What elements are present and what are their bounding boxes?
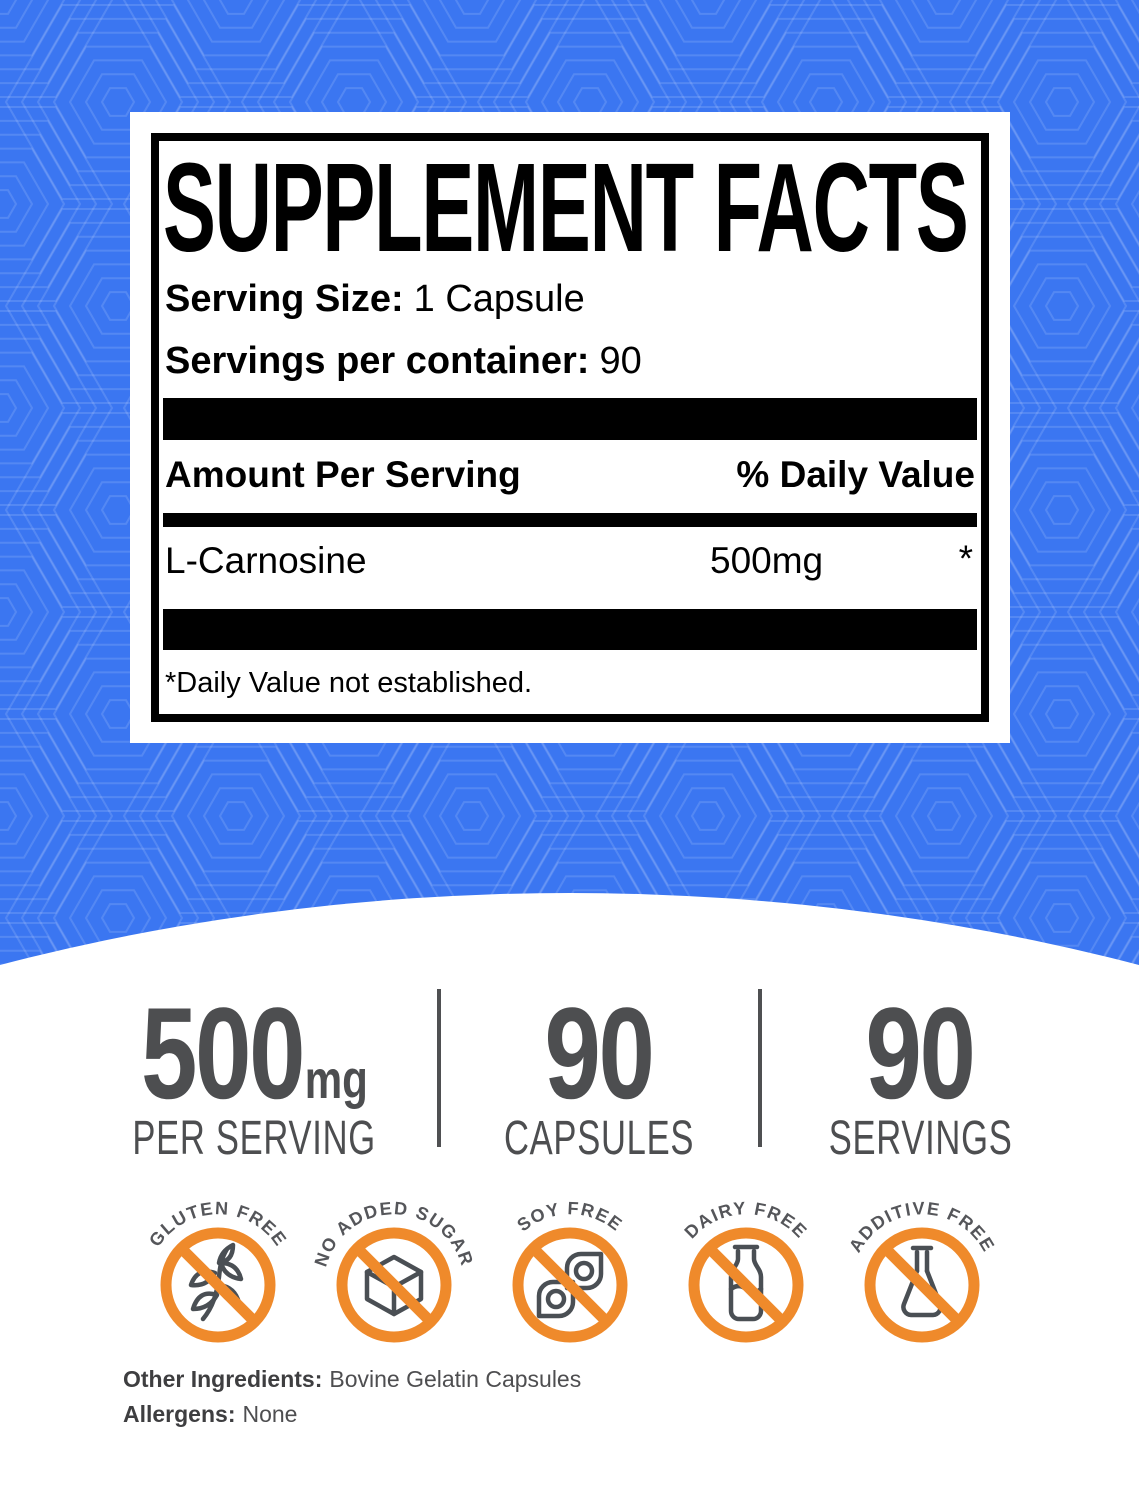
allergens-label: Allergens: xyxy=(123,1401,236,1427)
panel-title: SUPPLEMENT FACTS xyxy=(163,137,969,278)
table-header-row: Amount Per Serving % Daily Value xyxy=(165,456,975,493)
stat-servings: 90 SERVINGS xyxy=(762,985,1139,1165)
thick-divider-bar-top xyxy=(163,398,977,440)
serving-size-line: Serving Size: 1 Capsule xyxy=(165,280,975,318)
ingredient-daily-value: * xyxy=(958,538,973,579)
stat-label: CAPSULES xyxy=(504,1112,695,1165)
stat-value: 90 xyxy=(865,980,976,1126)
stat-per-serving-number: 500 mg xyxy=(141,988,368,1118)
soy-free-badge: SOY FREE xyxy=(512,1198,627,1343)
stat-unit: mg xyxy=(304,1050,368,1110)
no-added-sugar-badge: NO ADDED SUGAR xyxy=(310,1198,475,1343)
panel-content: SUPPLEMENT FACTS Serving Size: 1 Capsule … xyxy=(163,137,977,714)
allergens-value: None xyxy=(242,1401,298,1427)
serving-size-value: 1 Capsule xyxy=(413,278,585,320)
stat-divider xyxy=(437,989,441,1147)
additive-free-badge: ADDITIVE FREE xyxy=(845,1198,997,1343)
free-from-badges-row: GLUTEN FREE NO ADDED SUGAR xyxy=(0,1185,1139,1355)
other-ingredients-line: Other Ingredients: Bovine Gelatin Capsule… xyxy=(123,1362,581,1397)
thick-divider-bar-bottom xyxy=(163,609,977,650)
ingredient-amount: 500mg xyxy=(710,540,824,581)
supplement-facts-panel: SUPPLEMENT FACTS Serving Size: 1 Capsule … xyxy=(130,112,1010,743)
serving-size-label: Serving Size: xyxy=(165,278,404,320)
gluten-free-badge: GLUTEN FREE xyxy=(145,1198,291,1343)
stat-servings-number: 90 xyxy=(866,988,976,1118)
other-ingredients-value: Bovine Gelatin Capsules xyxy=(329,1366,582,1392)
ingredient-name: L-Carnosine xyxy=(165,540,367,581)
stat-divider xyxy=(758,989,762,1147)
other-ingredients-label: Other Ingredients: xyxy=(123,1366,323,1392)
badge-label: GLUTEN FREE xyxy=(145,1198,289,1250)
stat-capsules-number: 90 xyxy=(545,988,655,1118)
stat-label: SERVINGS xyxy=(828,1112,1013,1165)
footer-ingredients: Other Ingredients: Bovine Gelatin Capsule… xyxy=(123,1362,581,1432)
servings-per-container-line: Servings per container: 90 xyxy=(165,342,975,380)
servings-per-container-value: 90 xyxy=(599,340,642,382)
stat-value: 500 xyxy=(141,980,306,1126)
amount-per-serving-header: Amount Per Serving xyxy=(165,454,521,495)
servings-per-container-label: Servings per container: xyxy=(165,340,590,382)
allergens-line: Allergens: None xyxy=(123,1397,581,1432)
stats-row: 500 mg PER SERVING 90 CAPSULES 90 SERVING… xyxy=(0,985,1139,1165)
daily-value-footnote: *Daily Value not established. xyxy=(165,667,533,699)
panel-border xyxy=(151,133,989,722)
stat-value: 90 xyxy=(544,980,655,1126)
white-curve xyxy=(0,893,1139,966)
stat-capsules: 90 CAPSULES xyxy=(441,985,758,1165)
svg-text:GLUTEN FREE: GLUTEN FREE xyxy=(145,1198,291,1250)
stat-per-serving: 500 mg PER SERVING xyxy=(0,985,437,1165)
dairy-free-badge: DAIRY FREE xyxy=(680,1198,809,1343)
medium-divider-bar xyxy=(163,513,977,527)
ingredient-row: L-Carnosine 500mg * xyxy=(165,538,975,581)
stat-label: PER SERVING xyxy=(132,1112,377,1165)
daily-value-header: % Daily Value xyxy=(736,454,975,495)
